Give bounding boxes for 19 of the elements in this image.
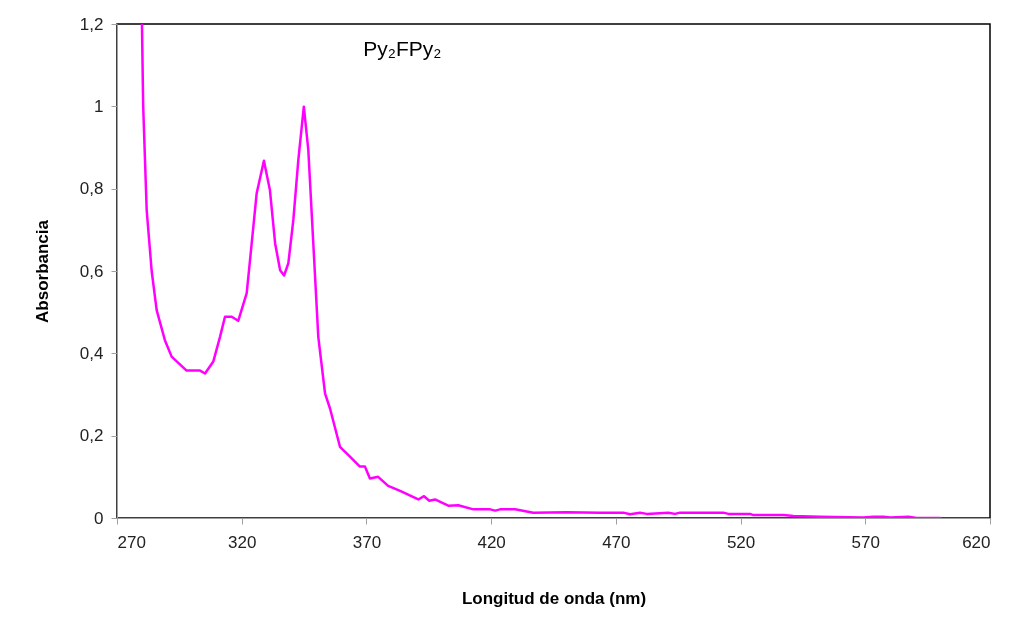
x-tick-label: 620 bbox=[962, 532, 991, 552]
y-tick-label: 0,2 bbox=[79, 426, 104, 446]
x-tick-label: 320 bbox=[228, 532, 257, 552]
x-tick-label: 570 bbox=[851, 532, 880, 552]
x-tick-label: 520 bbox=[726, 532, 756, 552]
y-tick-label: 1 bbox=[94, 96, 104, 116]
line-series bbox=[140, 24, 942, 518]
x-tick-label: 270 bbox=[117, 532, 146, 552]
x-tick-label: 420 bbox=[477, 532, 506, 552]
y-tick-label: 0,8 bbox=[79, 179, 104, 199]
x-tick-label: 470 bbox=[602, 532, 631, 552]
text: Py₂FPy₂ bbox=[363, 37, 442, 60]
y-tick-label: 1,2 bbox=[79, 14, 104, 34]
y-tick-label: 0,4 bbox=[79, 343, 104, 363]
y-axis-title: Absorbancia bbox=[32, 219, 52, 323]
x-tick-label: 370 bbox=[352, 532, 382, 552]
y-tick-label: 0 bbox=[94, 508, 104, 528]
x-axis-title: Longitud de onda (nm) bbox=[461, 588, 647, 608]
y-tick-label: 0,6 bbox=[79, 261, 104, 281]
